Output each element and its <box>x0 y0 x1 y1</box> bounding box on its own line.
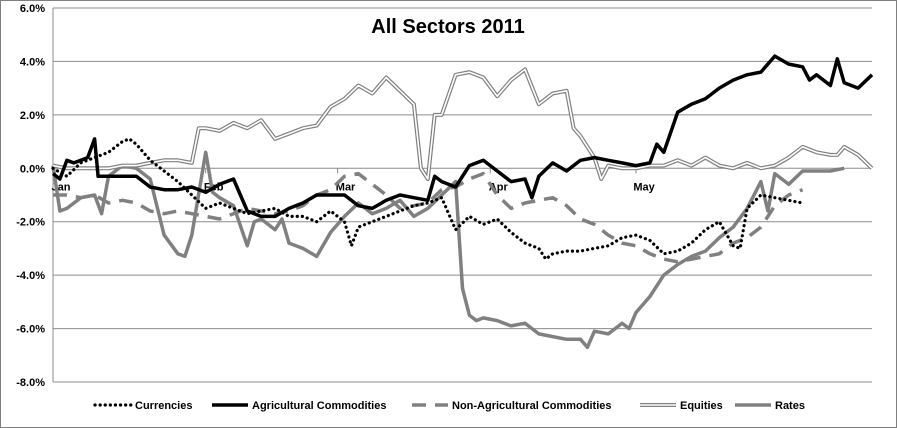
series-line <box>51 150 845 350</box>
series-line <box>52 68 873 180</box>
legend-label: Equities <box>680 400 723 412</box>
series-currencies <box>51 137 805 261</box>
legend-item: Agricultural Commodities <box>212 400 386 412</box>
y-tick-label: 4.0% <box>20 56 45 68</box>
y-tick-label: 6.0% <box>20 3 45 15</box>
x-tick-label: Mar <box>336 181 356 193</box>
legend: Currencies Agricultural Commodities Non-Ag… <box>93 400 805 412</box>
grid-lines <box>53 7 872 383</box>
legend-label: Currencies <box>135 400 192 412</box>
y-tick-label: -6.0% <box>16 324 45 336</box>
axes: 6.0%4.0%2.0%0.0%-2.0%-4.0%-6.0%-8.0%Jan F… <box>16 3 872 389</box>
series-line <box>51 137 805 261</box>
y-tick-label: -2.0% <box>16 217 45 229</box>
y-tick-label: -4.0% <box>16 270 45 282</box>
series-rates <box>51 150 845 350</box>
legend-item: Currencies <box>93 400 192 412</box>
series-line <box>52 67 874 181</box>
y-tick-label: 2.0% <box>20 110 45 122</box>
legend-label: Non-Agricultural Commodities <box>452 400 612 412</box>
chart-title: All Sectors 2011 <box>371 16 524 38</box>
legend-label: Rates <box>775 400 805 412</box>
legend-item: Equities <box>640 400 723 412</box>
series-line <box>51 54 874 219</box>
legend-item: Non-Agricultural Commodities <box>412 400 612 412</box>
legend-label: Agricultural Commodities <box>252 400 386 412</box>
y-tick-label: 0.0% <box>20 163 45 175</box>
series-lines <box>51 54 874 350</box>
series-non-agricultural-commodities <box>53 171 804 264</box>
legend-item: Rates <box>735 400 805 412</box>
series-agricultural-commodities <box>51 54 874 219</box>
series-equities <box>52 67 874 181</box>
series-line <box>53 171 804 264</box>
x-tick-label: May <box>633 181 655 193</box>
y-tick-label: -8.0% <box>16 377 45 389</box>
